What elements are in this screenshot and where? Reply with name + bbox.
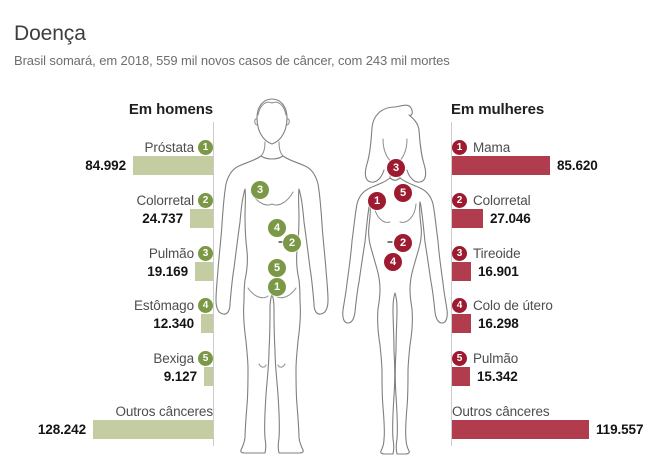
bar — [201, 314, 213, 333]
rank-badge: 4 — [198, 297, 213, 313]
value-label: 85.620 — [557, 158, 598, 173]
body-marker-female-3: 3 — [387, 159, 405, 177]
body-marker-female-5: 5 — [394, 184, 412, 202]
men-column-header: Em homens — [128, 101, 213, 118]
value-label: 16.901 — [478, 264, 519, 279]
value-label: 27.046 — [490, 211, 531, 226]
page-subtitle: Brasil somará, em 2018, 559 mil novos ca… — [14, 53, 450, 68]
bar — [452, 262, 471, 281]
value-label: 119.557 — [596, 422, 644, 437]
rank-badge: 2 — [452, 192, 467, 208]
category-label: Outros cânceres — [452, 403, 550, 419]
bar — [93, 420, 213, 439]
chart-row-prostata: Próstata 1 84.992 — [14, 139, 213, 175]
chart-row-bexiga: Bexiga 5 9.127 — [14, 350, 213, 386]
category-label: Bexiga — [153, 350, 194, 366]
chart-row-outros-f: Outros cânceres 119.557 — [452, 403, 644, 439]
rank-badge: 3 — [198, 245, 213, 261]
category-label: Pulmão — [148, 245, 194, 261]
body-marker-female-1: 1 — [368, 192, 386, 210]
value-label: 24.737 — [142, 211, 183, 226]
category-label: Pulmão — [473, 350, 519, 366]
bar — [204, 367, 213, 386]
chart-row-colorretal-m: Colorretal 2 24.737 — [14, 192, 213, 228]
rank-badge: 4 — [452, 297, 467, 313]
women-chart-column: 1 Mama 85.620 2 Colorretal 27.046 3 Tire… — [452, 0, 644, 459]
body-marker-male-3: 3 — [251, 181, 269, 199]
rank-badge: 5 — [452, 350, 467, 366]
value-label: 19.169 — [147, 264, 188, 279]
bar — [195, 262, 213, 281]
chart-row-pulmao-f: 5 Pulmão 15.342 — [452, 350, 644, 386]
chart-row-tireoide: 3 Tireoide 16.901 — [452, 245, 644, 281]
category-label: Colorretal — [473, 192, 531, 208]
chart-row-colorretal-f: 2 Colorretal 27.046 — [452, 192, 644, 228]
rank-badge: 2 — [198, 192, 213, 208]
bar — [190, 209, 213, 228]
value-label: 12.340 — [153, 316, 194, 331]
value-label: 16.298 — [478, 316, 519, 331]
body-marker-male-5: 5 — [268, 259, 286, 277]
rank-badge: 1 — [452, 139, 467, 155]
women-column-header: Em mulheres — [451, 101, 545, 118]
male-body-illustration — [215, 94, 329, 458]
category-label: Estômago — [134, 297, 194, 313]
category-label: Colo de útero — [473, 297, 553, 313]
men-axis-line — [213, 122, 214, 446]
bar — [452, 156, 550, 175]
category-label: Tireoide — [473, 245, 521, 261]
chart-row-colo-de-utero: 4 Colo de útero 16.298 — [452, 297, 644, 333]
bar — [452, 209, 483, 228]
marker-dash — [278, 241, 284, 243]
rank-badge: 5 — [198, 350, 213, 366]
female-body-illustration — [338, 101, 452, 457]
value-label: 9.127 — [163, 369, 197, 384]
rank-badge: 1 — [198, 139, 213, 155]
women-axis-line — [451, 122, 452, 446]
category-label: Outros cânceres — [115, 403, 213, 419]
chart-row-mama: 1 Mama 85.620 — [452, 139, 644, 175]
value-label: 84.992 — [85, 158, 126, 173]
body-marker-male-1: 1 — [268, 278, 286, 296]
bar — [133, 156, 213, 175]
page-title: Doença — [14, 22, 86, 45]
body-marker-female-4: 4 — [384, 253, 402, 271]
body-marker-female-2: 2 — [394, 234, 412, 252]
men-chart-column: Próstata 1 84.992 Colorretal 2 24.737 Pu… — [14, 0, 213, 459]
bar — [452, 367, 470, 386]
bar — [452, 314, 471, 333]
value-label: 128.242 — [37, 422, 86, 437]
value-label: 15.342 — [477, 369, 518, 384]
category-label: Próstata — [144, 139, 195, 155]
chart-row-estomago: Estômago 4 12.340 — [14, 297, 213, 333]
body-marker-male-2: 2 — [283, 234, 301, 252]
bar — [452, 420, 589, 439]
chart-row-outros-m: Outros cânceres 128.242 — [14, 403, 213, 439]
rank-badge: 3 — [452, 245, 467, 261]
chart-row-pulmao-m: Pulmão 3 19.169 — [14, 245, 213, 281]
category-label: Colorretal — [136, 192, 194, 208]
marker-dash — [387, 241, 393, 243]
body-marker-male-4: 4 — [268, 219, 286, 237]
category-label: Mama — [473, 139, 511, 155]
